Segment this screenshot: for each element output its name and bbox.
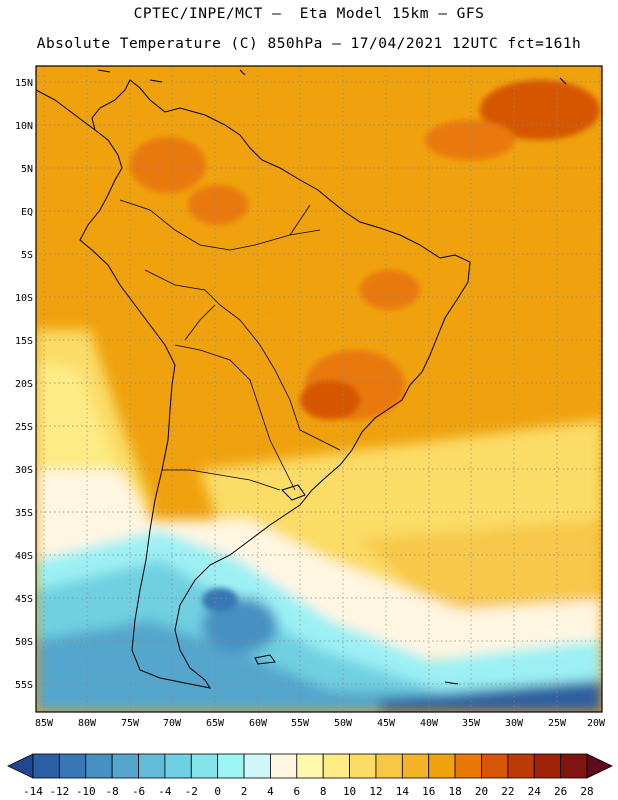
colorbar-swatch: [190, 753, 219, 779]
colorbar-label: -14: [23, 785, 43, 798]
colorbar-arrow-min: [7, 753, 34, 779]
colorbar-label: 28: [580, 785, 593, 798]
colorbar-label: 24: [528, 785, 542, 798]
field-warm-amazon: [210, 278, 290, 322]
lat-label: 10N: [15, 121, 33, 132]
colorbar-arrow-max: [586, 753, 613, 779]
field-coldest-core: [202, 588, 238, 612]
field-hottest-brazil: [300, 380, 360, 420]
colorbar-label: 26: [554, 785, 567, 798]
colorbar-label: -12: [49, 785, 69, 798]
lon-label: 35W: [462, 718, 481, 729]
central-america-coast: [36, 89, 96, 131]
colorbar-swatch: [428, 753, 456, 779]
colorbar-label: 8: [320, 785, 327, 798]
temperature-field: [36, 66, 602, 712]
colorbar-label: 12: [369, 785, 382, 798]
lon-label: 80W: [78, 718, 97, 729]
longitude-labels: 85W 80W 75W 70W 65W 60W 55W 50W 45W 40W …: [35, 718, 606, 729]
lon-label: 75W: [121, 718, 140, 729]
colorbar-swatch: [111, 753, 139, 779]
colorbar-swatch: [533, 753, 562, 779]
lon-label: 40W: [420, 718, 439, 729]
colorbar-swatch: [296, 753, 324, 779]
lat-label: 5S: [21, 250, 33, 261]
lon-label: 45W: [377, 718, 396, 729]
field-colder-band: [36, 620, 602, 712]
colorbar-swatch: [164, 753, 192, 779]
latitude-labels: 15N 10N 5N EQ 5S 10S 15S 20S 25S 30S 35S…: [15, 78, 33, 691]
colorbar-swatch: [138, 753, 166, 779]
map-title-field: Absolute Temperature (C) 850hPa – 17/04/…: [36, 36, 582, 52]
lat-label: 25S: [15, 422, 33, 433]
lon-label: 25W: [548, 718, 567, 729]
colorbar-label: 20: [475, 785, 488, 798]
colorbar-label: 0: [214, 785, 221, 798]
lat-label: 15S: [15, 336, 33, 347]
lat-label: 35S: [15, 508, 33, 519]
colorbar-swatch: [217, 753, 245, 779]
colorbar-label: -6: [132, 785, 145, 798]
south-america-coastline: [79, 79, 471, 689]
field-very-cold-patch: [380, 680, 602, 712]
colorbar-swatch: [85, 753, 113, 779]
lon-label: 20W: [587, 718, 606, 729]
colorbar-swatch: [322, 753, 350, 779]
lon-label: 85W: [35, 718, 54, 729]
field-pacific-cream: [36, 470, 150, 530]
colorbar-swatch: [375, 753, 403, 779]
colorbar-label: 2: [241, 785, 248, 798]
colorbar-swatch: [454, 753, 482, 779]
colorbar-swatch: [507, 753, 535, 779]
lon-label: 30W: [505, 718, 524, 729]
field-hot-colombia: [130, 137, 206, 193]
lon-label: 70W: [163, 718, 182, 729]
lat-label: 40S: [15, 551, 33, 562]
colorbar-label: 4: [267, 785, 274, 798]
colorbar-swatch: [401, 753, 430, 779]
colorbar-label: 18: [448, 785, 461, 798]
country-borders: [119, 199, 341, 491]
field-hot-atlantic: [425, 120, 515, 160]
colorbar-label: 16: [422, 785, 435, 798]
lat-label: 15N: [15, 78, 33, 89]
map-frame-border: [35, 65, 603, 713]
colorbar-label: 14: [396, 785, 410, 798]
lat-label: EQ: [21, 207, 33, 218]
falklands-outline: [254, 654, 459, 685]
colorbar-swatch: [270, 753, 298, 779]
colorbar-label: -10: [76, 785, 96, 798]
colorbar-swatch: [58, 753, 87, 779]
colorbar-label: -8: [106, 785, 119, 798]
lat-label: 5N: [21, 164, 33, 175]
colorbar-swatch: [481, 753, 509, 779]
colorbar-swatch: [32, 753, 60, 779]
field-hot-ne-brazil: [360, 270, 420, 310]
lon-label: 50W: [334, 718, 353, 729]
lagoon-outline: [281, 484, 306, 501]
colorbar-label: 6: [293, 785, 300, 798]
lat-label: 20S: [15, 379, 33, 390]
lat-label: 10S: [15, 293, 33, 304]
lon-label: 60W: [249, 718, 268, 729]
colorbar-label: 10: [343, 785, 356, 798]
lat-label: 30S: [15, 465, 33, 476]
lat-label: 45S: [15, 594, 33, 605]
colorbar-swatch: [560, 753, 588, 779]
lon-label: 65W: [206, 718, 225, 729]
colorbar-swatch: [349, 753, 377, 779]
island-fragments: [97, 69, 567, 85]
colorbar: -14 -12 -10 -8 -6 -4 -2 0 2 4 6 8 10 12 14 16 18 20 22 24 26…: [7, 753, 613, 798]
lat-label: 50S: [15, 637, 33, 648]
lat-label: 55S: [15, 680, 33, 691]
colorbar-label: -4: [158, 785, 172, 798]
map-title-model: CPTEC/INPE/MCT – Eta Model 15km – GFS: [133, 6, 485, 22]
colorbar-swatch: [243, 753, 271, 779]
lon-label: 55W: [291, 718, 310, 729]
colorbar-label: -2: [185, 785, 198, 798]
colorbar-label: 22: [501, 785, 514, 798]
field-hot-venezuela: [188, 185, 248, 225]
